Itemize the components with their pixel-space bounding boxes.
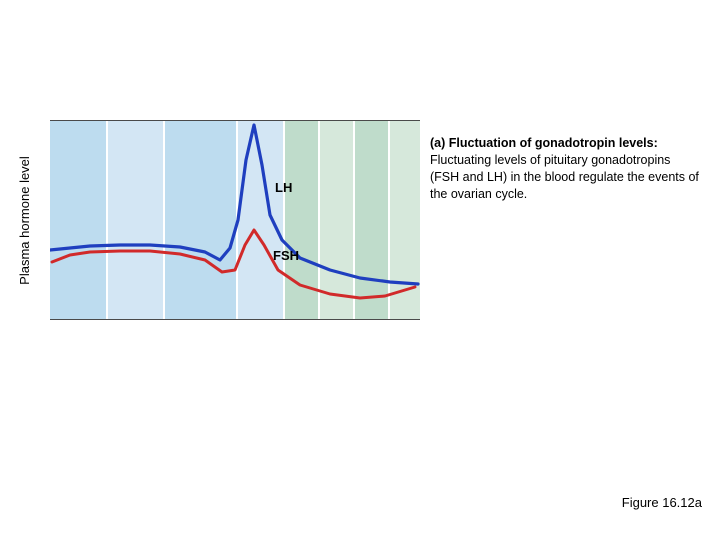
hormone-chart: LHFSH <box>50 120 420 320</box>
chart-caption: (a) Fluctuation of gonadotropin levels: … <box>430 135 700 203</box>
caption-body: Fluctuating levels of pituitary gonadotr… <box>430 153 699 201</box>
page: Plasma hormone level LHFSH (a) Fluctuati… <box>0 0 720 540</box>
figure-label: Figure 16.12a <box>622 495 702 510</box>
y-axis-label: Plasma hormone level <box>14 130 34 310</box>
chart-svg <box>50 120 420 320</box>
y-axis-label-text: Plasma hormone level <box>17 156 32 285</box>
caption-lead: (a) Fluctuation of gonadotropin levels: <box>430 136 658 150</box>
